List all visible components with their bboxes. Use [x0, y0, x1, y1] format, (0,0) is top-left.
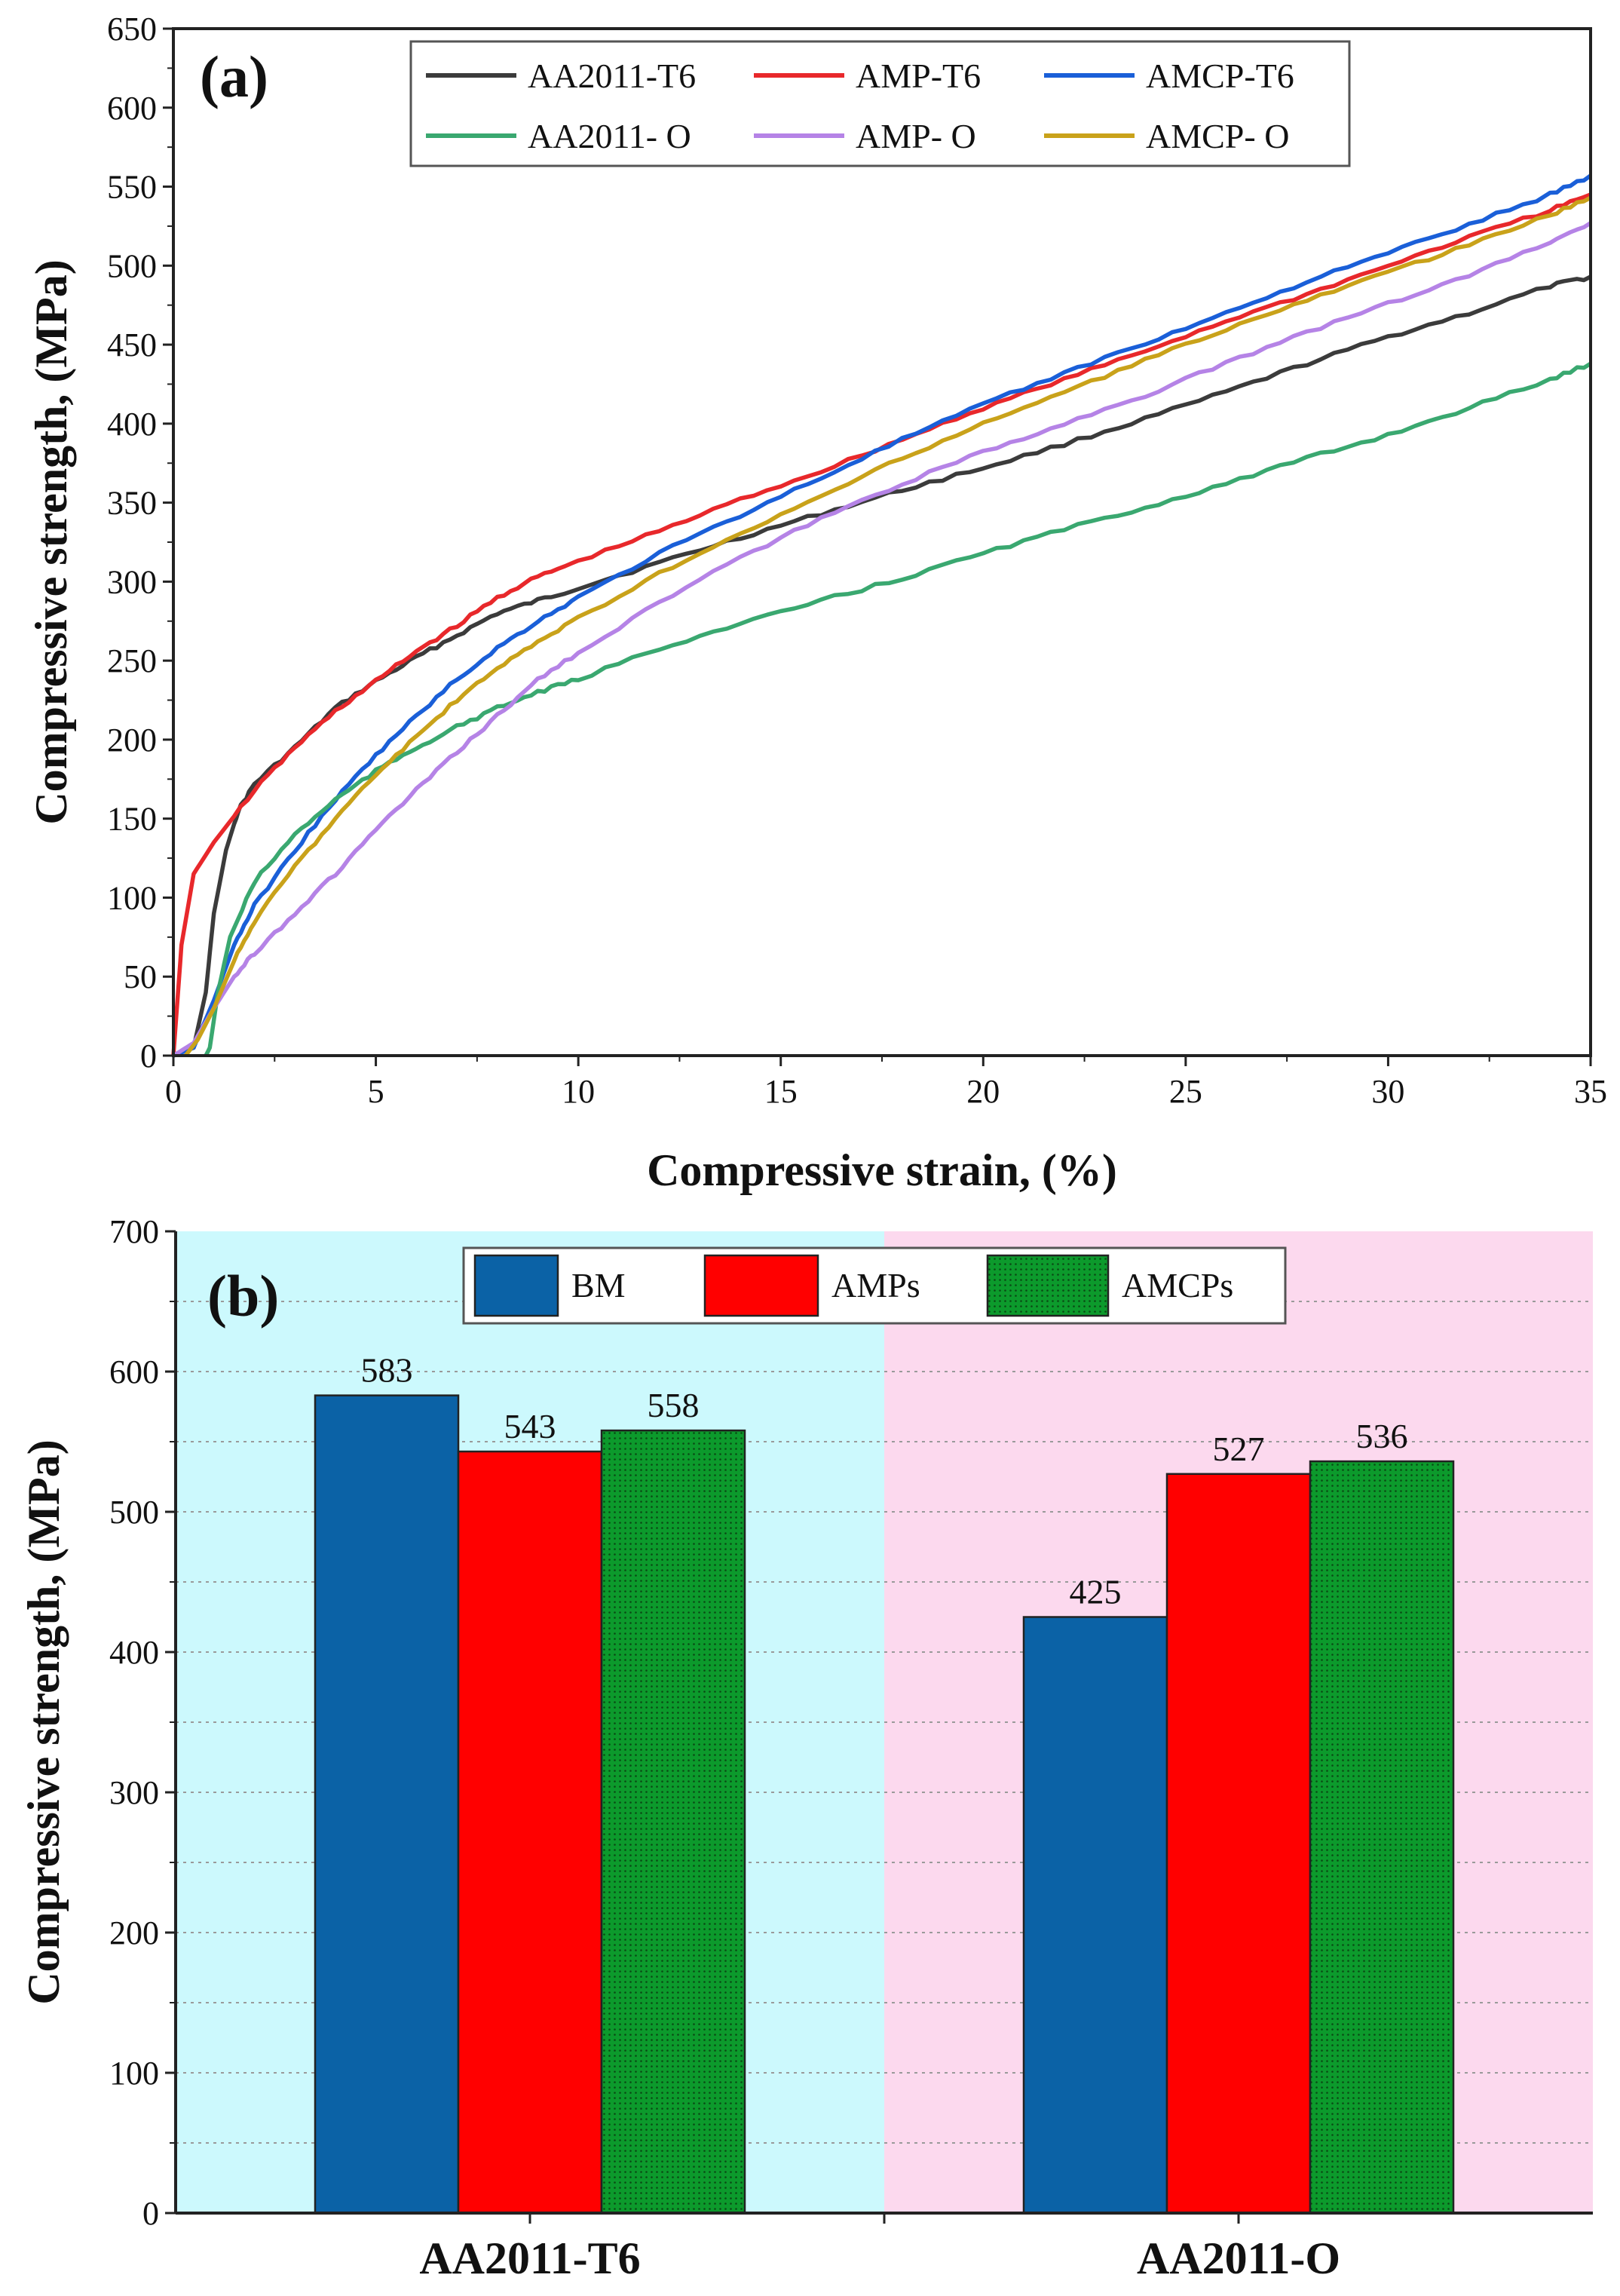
y-tick-label: 600: [107, 90, 157, 127]
legend-label: AMP-T6: [856, 57, 981, 95]
y-tick-label: 50: [124, 958, 157, 995]
y-tick-label: 100: [107, 879, 157, 916]
x-tick-label: 20: [966, 1073, 1000, 1110]
panel-a-label: (a): [200, 44, 268, 109]
series-line-amp-o: [172, 221, 1592, 1058]
legend-label: AMCPs: [1122, 1266, 1233, 1304]
legend-swatch: [986, 1254, 1110, 1317]
panel-a-y-ticks: 0 50 100 150 200 250 300 350 400 450 500 550 600 650: [107, 11, 173, 1074]
bar-bm-aa2011-o: [1022, 1616, 1168, 2215]
category-label: AA2011-T6: [419, 2233, 640, 2283]
legend-label: AMCP-T6: [1146, 57, 1294, 95]
y-tick-label: 150: [107, 801, 157, 838]
x-tick-label: 35: [1574, 1073, 1607, 1110]
series-line-amp-t6: [171, 192, 1591, 1056]
legend-label: AMPs: [831, 1266, 920, 1304]
bar-amps-aa2011-o: [1165, 1473, 1312, 2215]
legend-label: AA2011-T6: [528, 57, 696, 95]
panel-b-categories: AA2011-T6 AA2011-O: [419, 2213, 1340, 2283]
y-tick-label: 300: [109, 1774, 159, 1811]
y-tick-label: 450: [107, 326, 157, 363]
data-label: 425: [1070, 1573, 1122, 1611]
x-tick-label: 15: [764, 1073, 798, 1110]
panel-b-bars: 583 543 558 425 527 536: [314, 1351, 1455, 2215]
bar-amcps-aa2011-o: [1309, 1460, 1455, 2215]
panel-a-plot-frame: [172, 27, 1592, 1057]
y-tick-label: 500: [109, 1494, 159, 1531]
y-tick-label: 700: [109, 1213, 159, 1250]
bar-amps-aa2011-t6: [457, 1450, 603, 2215]
data-label: 543: [504, 1407, 556, 1445]
y-tick-label: 200: [109, 1914, 159, 1951]
y-tick-label: 300: [107, 563, 157, 600]
y-tick-label: 650: [107, 11, 157, 48]
x-tick-label: 30: [1371, 1073, 1404, 1110]
y-tick-label: 0: [142, 2195, 159, 2232]
panel-a-x-axis-title: Compressive strain, (%): [647, 1145, 1117, 1195]
data-label: 527: [1213, 1430, 1265, 1468]
panel-a-line-chart: 050100150200250300350400450500550600650 …: [26, 11, 1607, 1195]
y-tick-label: 550: [107, 169, 157, 206]
panel-a-series-lines: [171, 173, 1592, 1058]
panel-b-bar-chart: 583 543 558 425 527 536 0 100 200 300 400 500 600 70…: [19, 1213, 1593, 2283]
x-tick-label: 0: [165, 1073, 182, 1110]
data-label: 583: [361, 1351, 413, 1390]
series-line-amcp-o: [183, 195, 1592, 1057]
y-tick-label: 400: [109, 1634, 159, 1671]
bar-bm-aa2011-t6: [314, 1394, 460, 2215]
y-tick-label: 100: [109, 2055, 159, 2092]
legend-swatch: [473, 1254, 559, 1317]
data-label: 558: [648, 1386, 700, 1424]
data-label: 536: [1356, 1417, 1408, 1455]
y-tick-label: 250: [107, 642, 157, 679]
y-tick-label: 350: [107, 485, 157, 522]
x-tick-label: 10: [562, 1073, 595, 1110]
panel-b-label: (b): [207, 1263, 279, 1329]
category-label: AA2011-O: [1137, 2233, 1340, 2283]
panel-a-x-ticks: 0 5 10 15 20 25 30 35: [165, 1056, 1607, 1110]
legend-label: BM: [571, 1266, 626, 1304]
series-line-amcp-t6: [173, 173, 1592, 1058]
series-line-aa2011-o: [204, 361, 1592, 1057]
series-line-aa2011-t6: [173, 274, 1592, 1058]
panel-a-y-axis-title: Compressive strength, (MPa): [26, 259, 76, 824]
y-tick-label: 200: [107, 722, 157, 759]
panel-b-y-ticks: 0 100 200 300 400 500 600 700: [109, 1213, 176, 2232]
panel-b-legend-box: [462, 1246, 1287, 1325]
panel-a-legend: AA2011-T6 AMP-T6 AMCP-T6 AA2011- O AMP- O AMC…: [409, 40, 1351, 167]
x-tick-label: 25: [1169, 1073, 1202, 1110]
x-tick-label: 5: [368, 1073, 384, 1110]
y-tick-label: 600: [109, 1353, 159, 1390]
y-tick-label: 500: [107, 247, 157, 284]
panel-b-legend: BM AMPs AMCPs: [462, 1246, 1287, 1325]
panel-b-y-axis-title: Compressive strength, (MPa): [19, 1439, 69, 2004]
legend-label: AMP- O: [856, 117, 976, 155]
legend-swatch: [703, 1254, 819, 1317]
y-tick-label: 0: [140, 1038, 157, 1074]
legend-label: AA2011- O: [528, 117, 691, 155]
legend-label: AMCP- O: [1146, 117, 1289, 155]
panel-a-legend-box: [409, 40, 1351, 167]
bar-amcps-aa2011-t6: [600, 1429, 746, 2215]
y-tick-label: 400: [107, 406, 157, 443]
